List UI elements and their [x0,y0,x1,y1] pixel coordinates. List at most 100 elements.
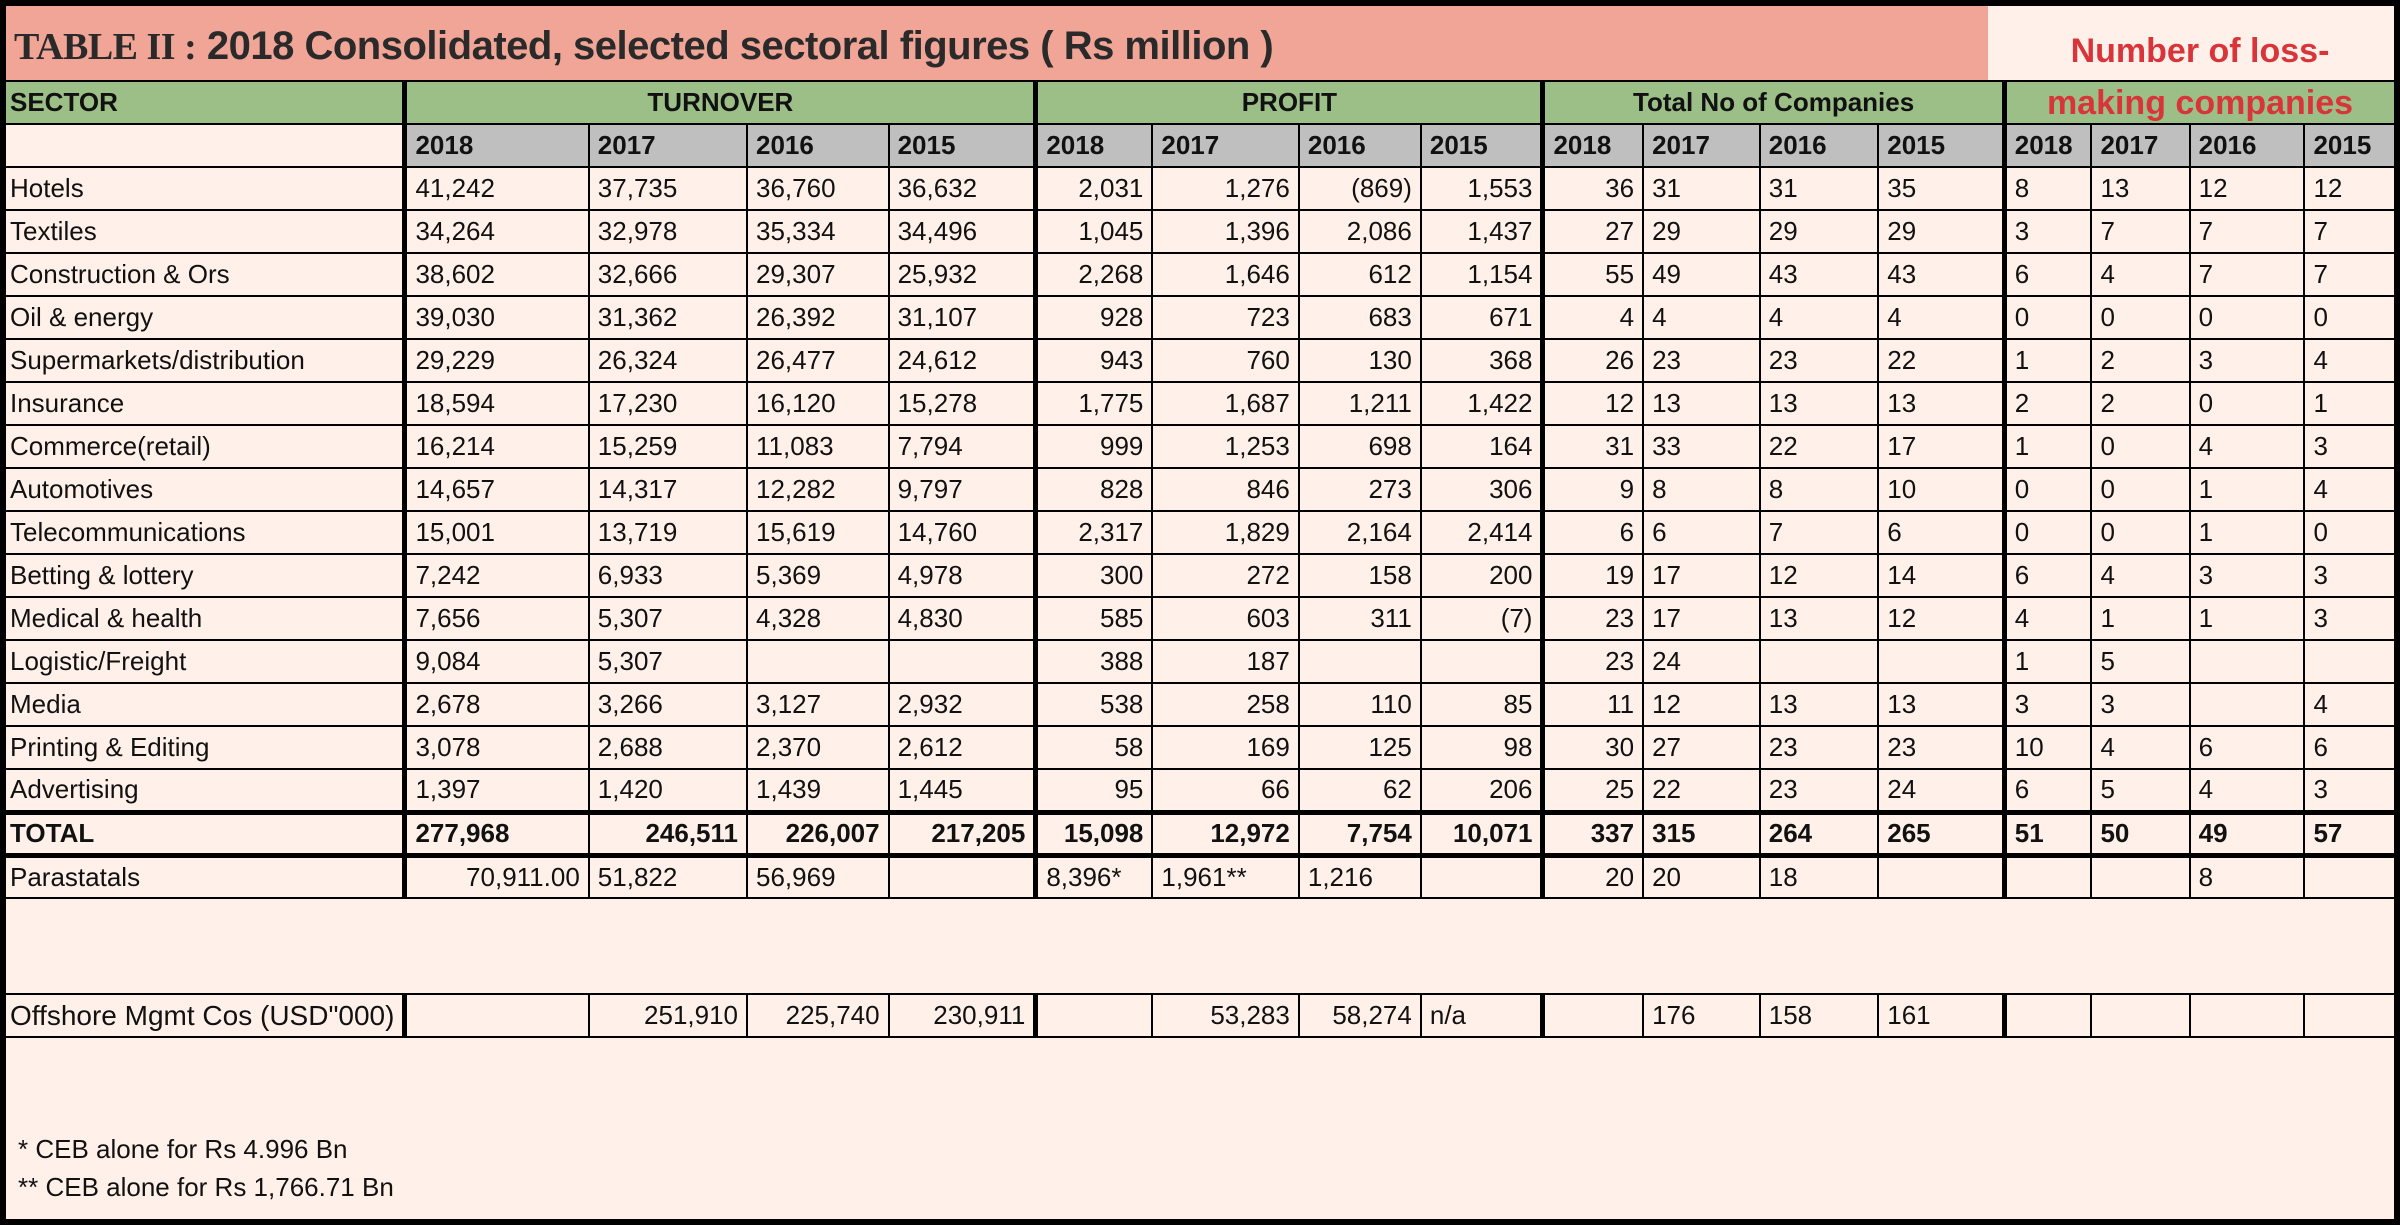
turnover-cell: 15,001 [402,510,590,555]
profit-cell: (869) [1297,166,1422,211]
companies-cell: 23 [1877,725,2006,770]
loss-cell: 1 [2090,596,2191,641]
turnover-cell: 9,084 [402,639,590,684]
loss-year-2016: 2016 [2188,123,2306,168]
turnover-cell: 11,083 [746,424,890,469]
companies-cell: 23 [1540,596,1645,641]
turnover-cell: 2,932 [887,682,1037,727]
sector-cell: Construction & Ors [0,252,406,297]
companies-cell: 25 [1540,768,1645,813]
profit-cell [1033,993,1154,1038]
turnover-cell: 16,214 [402,424,590,469]
profit-year-2015: 2015 [1419,123,1544,168]
turnover-cell: 51,822 [587,854,749,899]
turnover-cell: 16,120 [746,381,890,426]
companies-cell: 12 [1540,381,1645,426]
loss-cell: 0 [2303,295,2400,340]
page-title: TABLE II : 2018 Consolidated, selected s… [14,24,1274,69]
profit-cell: 169 [1151,725,1300,770]
profit-cell: 85 [1419,682,1544,727]
loss-cell [2001,993,2093,1038]
loss-cell: 6 [2001,252,2093,297]
turnover-cell: 226,007 [746,809,890,858]
profit-cell: n/a [1419,993,1544,1038]
sector-table: SECTOR TURNOVER PROFIT Total No of Companie… [0,80,2400,1038]
profit-cell: 1,253 [1151,424,1300,469]
loss-cell: 3 [2001,209,2093,254]
turnover-cell: 14,317 [587,467,749,512]
table-row: Insurance 18,594 17,230 16,120 15,278 1,775 1,… [0,381,2400,426]
loss-cell: 0 [2090,424,2191,469]
turnover-cell: 4,978 [887,553,1037,598]
profit-cell: 603 [1151,596,1300,641]
table-row: Medical & health 7,656 5,307 4,328 4,830 585 6… [0,596,2400,641]
profit-cell: 1,553 [1419,166,1544,211]
profit-year-2017: 2017 [1151,123,1300,168]
profit-cell: 311 [1297,596,1422,641]
companies-cell: 49 [1642,252,1761,297]
companies-cell: 4 [1642,295,1761,340]
profit-cell: 2,268 [1033,252,1154,297]
loss-cell: 2 [2001,381,2093,426]
turnover-cell: 14,657 [402,467,590,512]
companies-year-2018: 2018 [1540,123,1645,168]
companies-cell: 8 [1642,467,1761,512]
loss-cell: 7 [2303,209,2400,254]
turnover-cell: 251,910 [587,993,749,1038]
companies-cell: 43 [1758,252,1880,297]
year-header-row: 2018 2017 2016 2015 2018 2017 2016 2015 2018 2017… [0,123,2400,168]
companies-year-2017: 2017 [1642,123,1761,168]
companies-cell: 315 [1642,809,1761,858]
profit-cell: 1,775 [1033,381,1154,426]
companies-cell: 31 [1758,166,1880,211]
table-row: Supermarkets/distribution 29,229 26,324 26,… [0,338,2400,383]
loss-cell: 7 [2188,209,2306,254]
sector-cell: Textiles [0,209,406,254]
turnover-cell: 225,740 [746,993,890,1038]
profit-cell: 538 [1033,682,1154,727]
turnover-cell: 13,719 [587,510,749,555]
loss-heading-box [1988,0,2400,80]
turnover-cell: 6,933 [587,553,749,598]
loss-cell: 4 [2188,768,2306,813]
companies-cell: 12 [1877,596,2006,641]
loss-cell: 1 [2001,639,2093,684]
profit-cell: 1,422 [1419,381,1544,426]
profit-cell: 58 [1033,725,1154,770]
turnover-cell: 29,307 [746,252,890,297]
loss-cell: 6 [2188,725,2306,770]
loss-cell: 2 [2090,381,2191,426]
companies-header: Total No of Companies [1540,80,2006,125]
title-text: 2018 Consolidated, selected sectoral fig… [206,24,1274,68]
profit-cell: 1,646 [1151,252,1300,297]
profit-cell: 10,071 [1419,809,1544,858]
companies-cell: 43 [1877,252,2006,297]
turnover-cell: 230,911 [887,993,1037,1038]
loss-cell: 4 [2090,252,2191,297]
profit-cell [1297,639,1422,684]
loss-cell: 3 [2188,553,2306,598]
profit-cell: 12,972 [1151,809,1300,858]
profit-cell: 1,211 [1297,381,1422,426]
turnover-cell: 277,968 [402,809,590,858]
profit-cell: 612 [1297,252,1422,297]
loss-cell [2188,639,2306,684]
turnover-cell: 3,266 [587,682,749,727]
companies-cell: 13 [1758,381,1880,426]
turnover-cell: 15,259 [587,424,749,469]
turnover-cell: 26,477 [746,338,890,383]
loss-cell: 4 [2188,424,2306,469]
loss-cell: 57 [2303,809,2400,858]
loss-cell: 3 [2303,768,2400,813]
turnover-cell: 35,334 [746,209,890,254]
loss-cell: 5 [2090,639,2191,684]
profit-cell: 760 [1151,338,1300,383]
sector-cell: Medical & health [0,596,406,641]
loss-cell [2303,993,2400,1038]
companies-cell: 18 [1758,854,1880,899]
loss-cell: 4 [2090,725,2191,770]
turnover-cell: 1,445 [887,768,1037,813]
companies-cell [1877,639,2006,684]
companies-cell: 29 [1877,209,2006,254]
